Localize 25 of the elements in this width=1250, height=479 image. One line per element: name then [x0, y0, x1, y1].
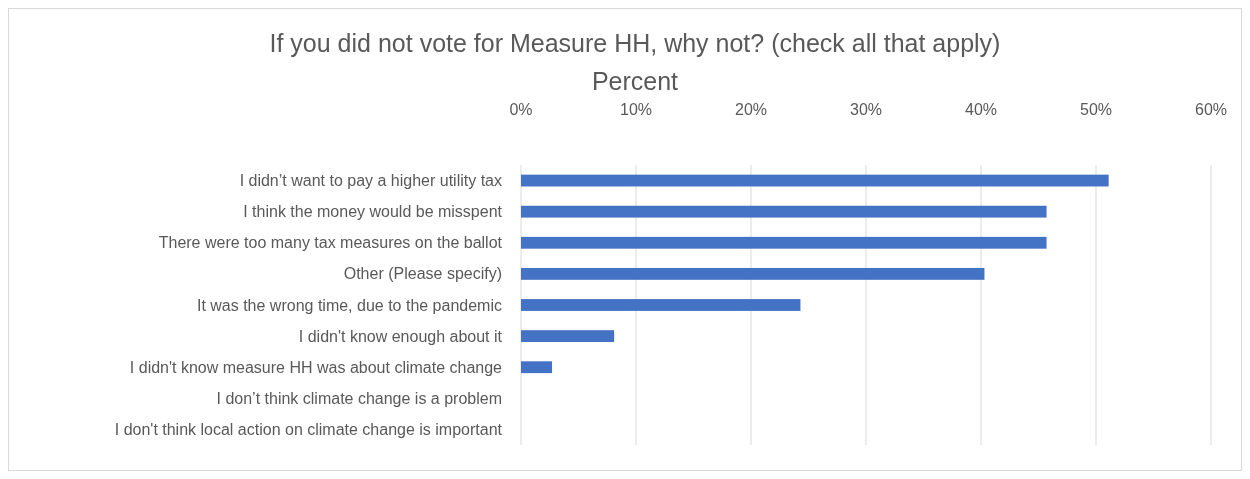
y-tick-label: Other (Please specify) [343, 265, 502, 283]
x-tick-label: 50% [1079, 101, 1113, 118]
x-tick-label: 20% [734, 101, 768, 118]
bar [521, 267, 985, 280]
y-tick-label: I didn't know measure HH was about climate change [129, 358, 503, 376]
bar [521, 236, 1047, 249]
y-tick-label: I didn’t want to pay a higher utility tax [239, 172, 502, 190]
y-tick-label: I don't think local action on climate change is important [114, 421, 503, 439]
x-tick-label: 0% [509, 101, 533, 118]
y-tick-label: I think the money would be misspent [243, 203, 503, 221]
chart-subtitle: Percent [591, 67, 679, 95]
x-tick-label: 60% [1194, 101, 1228, 118]
chart-title: If you did not vote for Measure HH, why not? (check all that apply) [269, 29, 1001, 57]
bar [521, 205, 1047, 218]
x-tick-label: 40% [964, 101, 998, 118]
x-tick-label: 30% [849, 101, 883, 118]
y-tick-label: I don’t think climate change is a problem [216, 389, 502, 407]
y-tick-label: There were too many tax measures on the ballot [158, 234, 503, 252]
bar [521, 361, 553, 374]
y-tick-label: It was the wrong time, due to the pandemic [196, 296, 502, 314]
y-tick-label: I didn't know enough about it [298, 327, 503, 345]
bar [521, 330, 615, 343]
bar [521, 299, 801, 311]
x-tick-label: 10% [619, 101, 653, 118]
bar [521, 174, 1109, 187]
